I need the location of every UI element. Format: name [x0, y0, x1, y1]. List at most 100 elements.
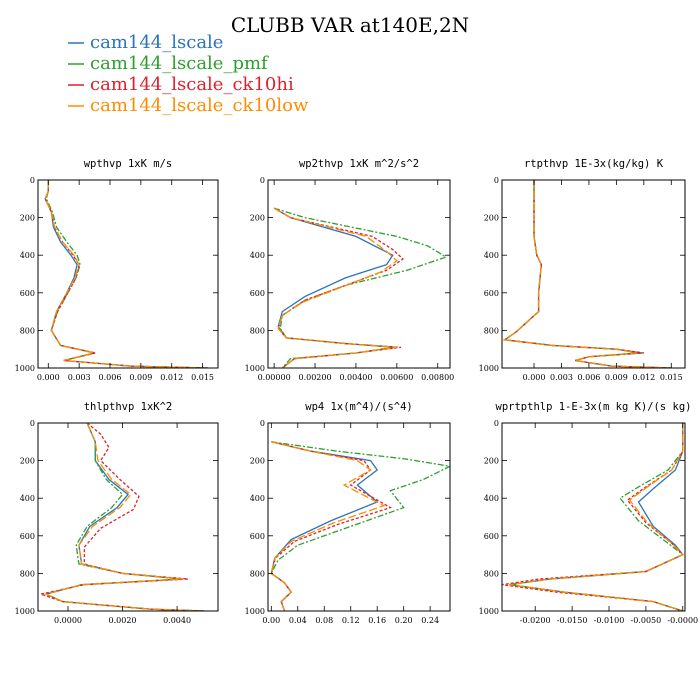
y-tick-label: 1000 [245, 364, 265, 373]
y-tick-label: 400 [484, 251, 499, 260]
y-tick-label: 200 [250, 457, 265, 466]
y-tick-label: 0 [30, 419, 35, 428]
panel-title: wp2thvp 1xK m^2/s^2 [299, 158, 419, 170]
series-line-cam144_lscale_ck10hi [502, 423, 684, 611]
legend-entry-cam144_lscale_pmf: cam144_lscale_pmf [90, 53, 269, 74]
x-tick-label: 0.015 [660, 373, 683, 382]
y-tick-label: 1000 [15, 364, 35, 373]
y-tick-label: 400 [250, 494, 265, 503]
x-tick-label: 0.00600 [380, 373, 413, 382]
y-tick-label: 200 [484, 457, 499, 466]
y-tick-label: 600 [20, 289, 35, 298]
series-line-cam144_lscale_ck10low [44, 180, 208, 368]
y-tick-label: 800 [250, 569, 265, 578]
x-tick-label: 0.000 [523, 373, 546, 382]
y-tick-label: 0 [494, 419, 499, 428]
plot-frame [501, 422, 686, 612]
y-tick-label: 400 [20, 494, 35, 503]
y-tick-label: 1000 [479, 364, 499, 373]
x-tick-label: 0.0040 [163, 616, 191, 625]
x-tick-label: 0.009 [605, 373, 628, 382]
plot-frame [37, 179, 219, 369]
x-tick-label: 0.12 [342, 616, 360, 625]
x-tick-label: 0.00200 [298, 373, 331, 382]
y-tick-label: 200 [20, 214, 35, 223]
y-tick-label: 200 [484, 214, 499, 223]
x-tick-label: 0.003 [68, 373, 91, 382]
y-tick-label: 200 [250, 214, 265, 223]
series-line-cam144_lscale_pmf [45, 180, 208, 368]
x-tick-label: -0.0100 [594, 616, 625, 625]
x-tick-label: 0.003 [550, 373, 573, 382]
panel-title: rtpthvp 1E-3x(kg/kg) K [524, 158, 664, 170]
x-tick-label: 0.012 [632, 373, 655, 382]
series-line-cam144_lscale [273, 207, 397, 368]
x-tick-label: 0.006 [577, 373, 600, 382]
y-tick-label: 400 [20, 251, 35, 260]
series-line-cam144_lscale_ck10hi [38, 423, 205, 611]
x-tick-label: 0.00 [262, 616, 280, 625]
x-tick-label: -0.0200 [520, 616, 551, 625]
series-line-cam144_lscale_ck10hi [502, 180, 672, 368]
x-tick-label: 0.006 [99, 373, 122, 382]
panel-6: wprtpthlp 1-E-3x(m kg K)/(s kg) 0 200 400 60… [479, 401, 698, 625]
series-line-cam144_lscale_ck10hi [270, 441, 393, 611]
x-tick-label: 0.24 [421, 616, 439, 625]
y-tick-label: 600 [20, 532, 35, 541]
series-line-cam144_lscale [509, 423, 684, 611]
y-tick-label: 600 [250, 532, 265, 541]
panel-4: thlpthvp 1xK^2 0 200 400 600 800 1000 0.0000 0.0… [15, 401, 219, 625]
x-tick-label: 0.16 [368, 616, 386, 625]
x-tick-label: 0.00400 [339, 373, 372, 382]
x-tick-label: 0.00000 [258, 373, 291, 382]
y-tick-label: 800 [484, 326, 499, 335]
panel-3: rtpthvp 1E-3x(kg/kg) K 0 200 400 600 800 1000 0… [479, 158, 686, 382]
series-line-cam144_lscale_pmf [270, 441, 450, 611]
series-line-cam144_lscale_ck10low [270, 441, 386, 611]
figure-title: CLUBB VAR at140E,2N [231, 13, 469, 37]
y-tick-label: 0 [260, 176, 265, 185]
x-tick-label: 0.015 [191, 373, 214, 382]
series-line-cam144_lscale [502, 180, 672, 368]
y-tick-label: 0 [30, 176, 35, 185]
series-line-cam144_lscale_ck10low [509, 423, 684, 611]
y-tick-label: 800 [484, 569, 499, 578]
series-line-cam144_lscale_pmf [509, 423, 685, 611]
y-tick-label: 600 [484, 532, 499, 541]
y-tick-label: 1000 [479, 607, 499, 616]
legend-entry-cam144_lscale_ck10low: cam144_lscale_ck10low [90, 95, 309, 116]
legend-entry-cam144_lscale: cam144_lscale [90, 32, 223, 53]
x-tick-label: 0.012 [160, 373, 183, 382]
y-tick-label: 400 [250, 251, 265, 260]
x-tick-label: 0.20 [395, 616, 413, 625]
series-line-cam144_lscale_ck10hi [273, 207, 405, 368]
x-tick-label: 0.08 [315, 616, 333, 625]
series-line-cam144_lscale_pmf [502, 180, 672, 368]
y-tick-label: 800 [20, 569, 35, 578]
panel-title: wpthvp 1xK m/s [84, 158, 173, 170]
series-line-cam144_lscale_pmf [44, 423, 205, 611]
y-tick-label: 400 [484, 494, 499, 503]
plot-frame [267, 422, 451, 612]
x-tick-label: 0.0000 [54, 616, 82, 625]
x-tick-label: -0.0150 [557, 616, 588, 625]
x-tick-label: 0.009 [129, 373, 152, 382]
series-line-cam144_lscale_ck10low [502, 180, 672, 368]
x-tick-label: -0.0050 [631, 616, 662, 625]
series-line-cam144_lscale [44, 180, 208, 368]
plot-frame [501, 179, 686, 369]
plot-frame [37, 422, 219, 612]
x-tick-label: 0.00800 [421, 373, 454, 382]
plot-frame [267, 179, 451, 369]
y-tick-label: 800 [20, 326, 35, 335]
series-line-cam144_lscale_ck10low [44, 423, 205, 611]
panel-title: wp4 1x(m^4)/(s^4) [305, 401, 412, 413]
x-tick-label: 0.000 [37, 373, 60, 382]
y-tick-label: 600 [484, 289, 499, 298]
y-tick-label: 200 [20, 457, 35, 466]
